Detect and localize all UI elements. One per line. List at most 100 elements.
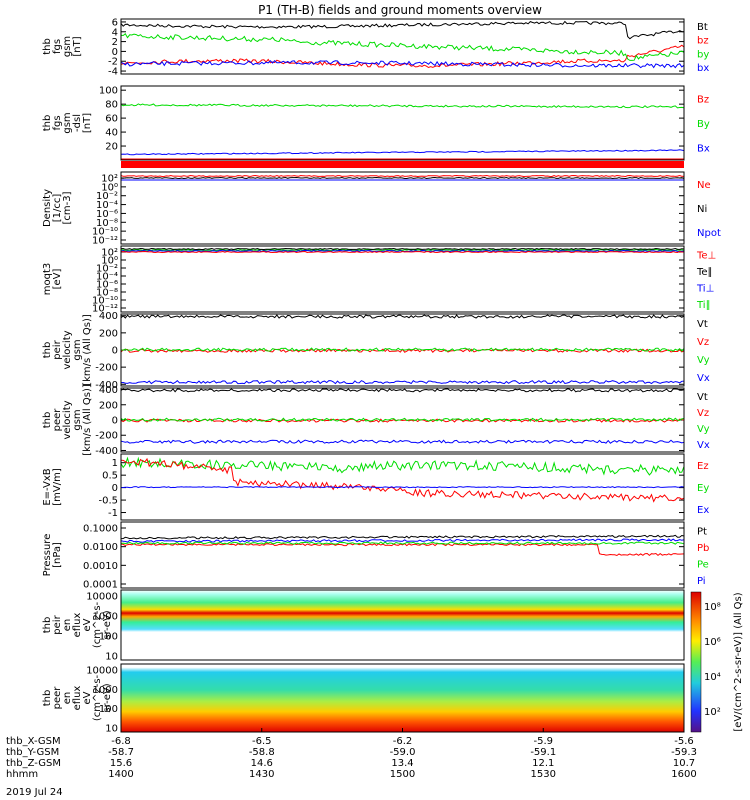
legend-Vx: Vx: [697, 440, 710, 451]
ytick-label: -2: [108, 57, 118, 68]
ylabel-line: [nT]: [82, 113, 93, 133]
series-Ti∥: [120, 248, 685, 252]
xaxis-value: -5.9: [533, 736, 553, 747]
legend-Vt: Vt: [697, 392, 708, 403]
heatmap-peir_spec: [121, 590, 684, 660]
series-Ey: [120, 456, 685, 476]
series-Ez: [120, 457, 685, 503]
ytick-label: 10000: [86, 592, 118, 603]
legend-Vy: Vy: [697, 355, 710, 366]
legend-bz: bz: [697, 36, 709, 47]
ytick-label: 0: [112, 483, 118, 494]
colorbar-tick: 10⁴: [704, 672, 721, 683]
series-Vx: [120, 379, 685, 385]
xaxis-value: 15.6: [110, 758, 132, 769]
xaxis-value: 1430: [249, 769, 274, 780]
frame-fgs_small: [120, 18, 685, 75]
legend-Pe: Pe: [697, 559, 709, 570]
ytick-label: 400: [99, 311, 118, 322]
ytick-label: 0: [112, 47, 118, 58]
series-bz: [120, 44, 685, 69]
ytick-label: 100: [99, 704, 118, 715]
legend-Vx: Vx: [697, 373, 710, 384]
series-Vy: [120, 347, 685, 352]
ytick-label: -1: [108, 508, 118, 519]
ylabel-peir_vel: thbpeirvelocitygsm[km/s (All Qs)]: [42, 314, 93, 386]
ytick-label: 200: [99, 328, 118, 339]
ytick-label: 10²: [101, 174, 118, 185]
xaxis-value: -58.8: [249, 747, 275, 758]
ytick-label: 0: [112, 416, 118, 427]
ytick-label: 400: [99, 385, 118, 396]
legend-Bz: Bz: [697, 94, 709, 105]
ytick-label: 10: [105, 724, 118, 735]
ylabel-line: en: [62, 619, 73, 632]
xaxis-value: 10.7: [673, 758, 695, 769]
series-Bx: [120, 149, 685, 156]
xaxis-row-label: thb_Z-GSM: [6, 758, 61, 769]
xaxis-value: 14.6: [251, 758, 273, 769]
series-Ne: [120, 174, 685, 178]
x-axis-labels: thb_X-GSM -6.8 -6.5 -6.2 -5.9 -5.6 thb_Y-GSM -5…: [6, 728, 697, 780]
xaxis-value: -5.6: [674, 736, 694, 747]
ytick-label: 10⁻⁸: [96, 288, 118, 299]
legend-Pi: Pi: [697, 576, 706, 587]
ylabel-line: thb: [42, 115, 53, 132]
ylabel-line: gsm: [72, 339, 83, 360]
colorbar-tick: 10²: [704, 707, 721, 718]
ytick-label: 2: [112, 37, 118, 48]
ylabel-line: thb: [42, 690, 53, 707]
ylabel-efield: E=-VxB[mV/m]: [42, 468, 63, 506]
series-Te∥: [120, 247, 685, 251]
series-Vy: [120, 417, 685, 422]
ylabel-temp: moqt3[eV]: [42, 263, 63, 296]
xaxis-row-label: thb_X-GSM: [6, 736, 61, 747]
series-bx: [120, 59, 685, 69]
panel-density: Density[1/cc][cm-3]10²10⁰10⁻²10⁻⁴10⁻⁶10⁻…: [42, 161, 721, 247]
ylabel-line: [eV]: [52, 269, 63, 290]
legend-Ni: Ni: [697, 204, 707, 215]
xaxis-value: -59.0: [390, 747, 416, 758]
legend-Vy: Vy: [697, 424, 710, 435]
chart-title: P1 (TH-B) fields and ground moments over…: [258, 3, 542, 17]
frame-peir_vel: [120, 313, 685, 387]
ylabel-line: [nPa]: [52, 542, 63, 568]
ytick-label: 1000: [93, 685, 118, 696]
colorbar-label: [eV/(cm^2-s-sr-eV)] (All Qs): [733, 592, 744, 731]
ylabel-fgs_large: thbfgsgsm-dsl[nT]: [42, 112, 93, 133]
ytick-label: 200: [99, 400, 118, 411]
ytick-label: 10000: [86, 666, 118, 677]
series-Ni: [120, 176, 685, 180]
ylabel-fgs_small: thbfgsgsm[nT]: [42, 36, 83, 57]
ytick-label: 10⁻¹²: [92, 304, 118, 315]
ytick-label: 1: [112, 458, 118, 469]
ylabel-line: fgs: [52, 115, 63, 130]
xaxis-value: 1500: [390, 769, 415, 780]
heatmap-peer_spec: [121, 664, 684, 732]
xaxis-value: -6.2: [393, 736, 413, 747]
series-Bt: [120, 20, 685, 40]
ylabel-pressure: Pressure[nPa]: [42, 534, 63, 577]
ytick-label: 100: [99, 86, 118, 97]
ytick-label: 10⁻¹²: [92, 236, 118, 247]
ylabel-line: Density: [42, 189, 53, 227]
frame-pressure: [120, 521, 685, 589]
ytick-label: -400: [95, 380, 118, 391]
series-Ex: [121, 486, 685, 489]
date-label: 2019 Jul 24: [6, 787, 63, 798]
ylabel-line: (cm^2-s-: [92, 674, 103, 721]
ylabel-line: sr-eV): [102, 683, 113, 712]
colorbar-scale: [690, 591, 702, 733]
ylabel-line: velocity: [62, 400, 73, 439]
ylabel-line: [cm-3]: [62, 191, 73, 224]
ytick-label: 0.5: [102, 471, 118, 482]
ytick-label: 10⁻⁴: [96, 200, 118, 211]
ytick-label: 10⁰: [101, 256, 118, 267]
ylabel-line: peir: [52, 614, 63, 634]
ylabel-line: peir: [52, 339, 63, 359]
series-by: [120, 33, 685, 61]
legend-Ex: Ex: [697, 505, 709, 516]
series-Pt: [120, 534, 685, 540]
ylabel-line: eV: [82, 691, 93, 704]
